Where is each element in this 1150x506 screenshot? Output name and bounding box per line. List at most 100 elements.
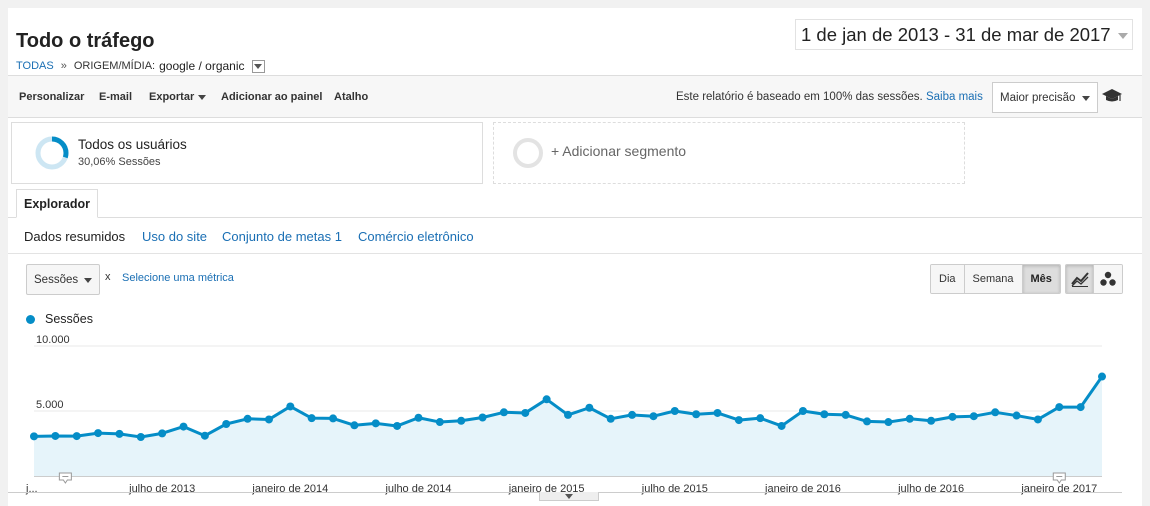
metric-remove-button[interactable]: x	[105, 271, 111, 283]
add-segment-card[interactable]: + Adicionar segmento	[493, 122, 965, 184]
page-title: Todo o tráfego	[16, 30, 155, 52]
subtab-ecommerce[interactable]: Comércio eletrônico	[358, 229, 474, 244]
segment-title: Todos os usuários	[78, 137, 187, 152]
chevron-down-icon	[1082, 96, 1090, 101]
report-toolbar: Personalizar E-mail Exportar Adicionar a…	[8, 75, 1142, 118]
sampling-note-text: Este relatório é baseado em 100% das ses…	[676, 91, 923, 103]
sessions-data-point	[927, 416, 936, 425]
sessions-data-point	[991, 408, 1000, 417]
sessions-data-point	[670, 407, 679, 415]
export-button[interactable]: Exportar	[149, 91, 207, 103]
learn-more-link[interactable]: Saiba mais	[925, 91, 983, 103]
x-tick-label: janeiro de 2017	[1020, 483, 1097, 495]
sessions-data-point	[1098, 372, 1106, 381]
date-range-value: 1 de jan de 2013 - 31 de mar de 2017	[801, 23, 1111, 45]
sessions-data-point	[884, 418, 893, 427]
export-label: Exportar	[149, 91, 195, 103]
sessions-data-point	[1055, 403, 1064, 412]
precision-select[interactable]: Maior precisão	[992, 82, 1098, 113]
sessions-data-point	[969, 412, 978, 421]
chevron-down-icon	[254, 63, 263, 69]
chart-expand-button[interactable]	[539, 492, 599, 501]
sessions-data-point	[371, 419, 380, 428]
period-day-button[interactable]: Dia	[931, 265, 965, 293]
sessions-data-point	[628, 410, 637, 419]
subtab-summary[interactable]: Dados resumidos	[24, 229, 126, 244]
sessions-data-point	[350, 421, 359, 430]
date-range-picker[interactable]: 1 de jan de 2013 - 31 de mar de 2017	[795, 19, 1133, 50]
sessions-data-point	[1076, 403, 1085, 412]
legend-label: Sessões	[45, 312, 93, 326]
chevron-down-icon	[1118, 33, 1128, 39]
tab-explorer[interactable]: Explorador	[16, 189, 98, 218]
sessions-data-point	[863, 417, 872, 426]
add-segment-label: + Adicionar segmento	[551, 143, 687, 159]
sessions-data-point	[564, 410, 572, 419]
select-metric-link[interactable]: Selecione uma métrica	[122, 272, 234, 284]
metric-select-value: Sessões	[34, 273, 79, 286]
segment-share-ring-icon	[35, 136, 69, 170]
breadcrumb: TODAS » ORIGEM/MÍDIA: google / organic	[16, 59, 265, 73]
customize-button[interactable]: Personalizar	[19, 91, 85, 103]
annotation-marker-icon[interactable]	[1052, 472, 1066, 484]
empty-segment-ring-icon	[513, 138, 543, 168]
breadcrumb-root-link[interactable]: TODAS	[16, 60, 54, 72]
y-tick-label: 5.000	[36, 399, 64, 411]
chevron-down-icon	[565, 494, 573, 499]
chart-legend: Sessões	[26, 312, 93, 326]
sessions-data-point	[222, 420, 231, 428]
breadcrumb-separator: »	[60, 60, 67, 72]
sessions-data-point	[329, 414, 338, 423]
sessions-data-point	[286, 402, 295, 411]
segment-card-all-users[interactable]: Todos os usuários 30,06% Sessões	[11, 122, 483, 184]
email-button[interactable]: E-mail	[99, 91, 133, 103]
x-tick-label: julho de 2016	[897, 483, 964, 495]
sessions-data-point	[734, 416, 743, 425]
sessions-data-point	[393, 421, 402, 430]
report-page: Todo o tráfego TODAS » ORIGEM/MÍDIA: goo…	[8, 8, 1142, 506]
line-chart-view-button[interactable]	[1066, 265, 1094, 293]
sessions-data-point	[756, 414, 765, 423]
period-month-button[interactable]: Mês	[1022, 265, 1060, 293]
tab-bar-line	[8, 217, 1142, 218]
subtab-goal-set[interactable]: Conjunto de metas 1	[222, 229, 342, 244]
sessions-data-point	[115, 429, 124, 438]
x-tick-label: julho de 2015	[641, 483, 708, 495]
sessions-data-point	[243, 414, 252, 423]
sessions-data-point	[307, 414, 316, 423]
sessions-data-point	[841, 410, 850, 419]
motion-chart-view-button[interactable]	[1094, 265, 1122, 293]
sessions-data-point	[264, 415, 273, 424]
metric-select[interactable]: Sessões	[26, 264, 100, 295]
x-tick-label: j...	[25, 483, 38, 495]
sessions-data-point	[158, 429, 167, 438]
subtab-site-usage[interactable]: Uso do site	[142, 229, 208, 244]
sampling-note: Este relatório é baseado em 100% das ses…	[676, 91, 983, 103]
add-to-dashboard-button[interactable]: Adicionar ao painel	[221, 91, 323, 103]
sessions-data-point	[499, 408, 508, 417]
x-tick-label: julho de 2014	[384, 483, 451, 495]
line-chart-icon	[1070, 272, 1089, 287]
sessions-data-point	[798, 407, 807, 415]
sessions-data-point	[414, 413, 423, 422]
sessions-data-point	[94, 429, 103, 438]
breadcrumb-dimension: ORIGEM/MÍDIA:	[73, 60, 156, 72]
sessions-data-point	[692, 410, 701, 419]
shortcut-button[interactable]: Atalho	[334, 91, 369, 103]
breadcrumb-dropdown-button[interactable]	[251, 59, 265, 73]
sessions-data-point	[948, 412, 957, 421]
period-selector: Dia Semana Mês	[930, 264, 1061, 294]
sessions-area-chart: 10.000 5.000 j... julho de 2013 janeiro de 2…	[25, 334, 1106, 495]
sessions-data-point	[457, 416, 466, 425]
chart-view-selector	[1065, 264, 1123, 294]
x-tick-label: julho de 2013	[128, 483, 195, 495]
annotation-marker-icon[interactable]	[58, 472, 72, 484]
period-week-button[interactable]: Semana	[964, 265, 1023, 293]
sessions-data-point	[435, 418, 444, 427]
x-tick-label: janeiro de 2014	[251, 483, 328, 495]
graduation-cap-icon[interactable]	[1101, 87, 1123, 105]
breadcrumb-value: google / organic	[159, 59, 245, 73]
sessions-data-point	[51, 431, 60, 440]
segment-subtitle: 30,06% Sessões	[78, 156, 161, 168]
sessions-data-point	[649, 412, 658, 421]
